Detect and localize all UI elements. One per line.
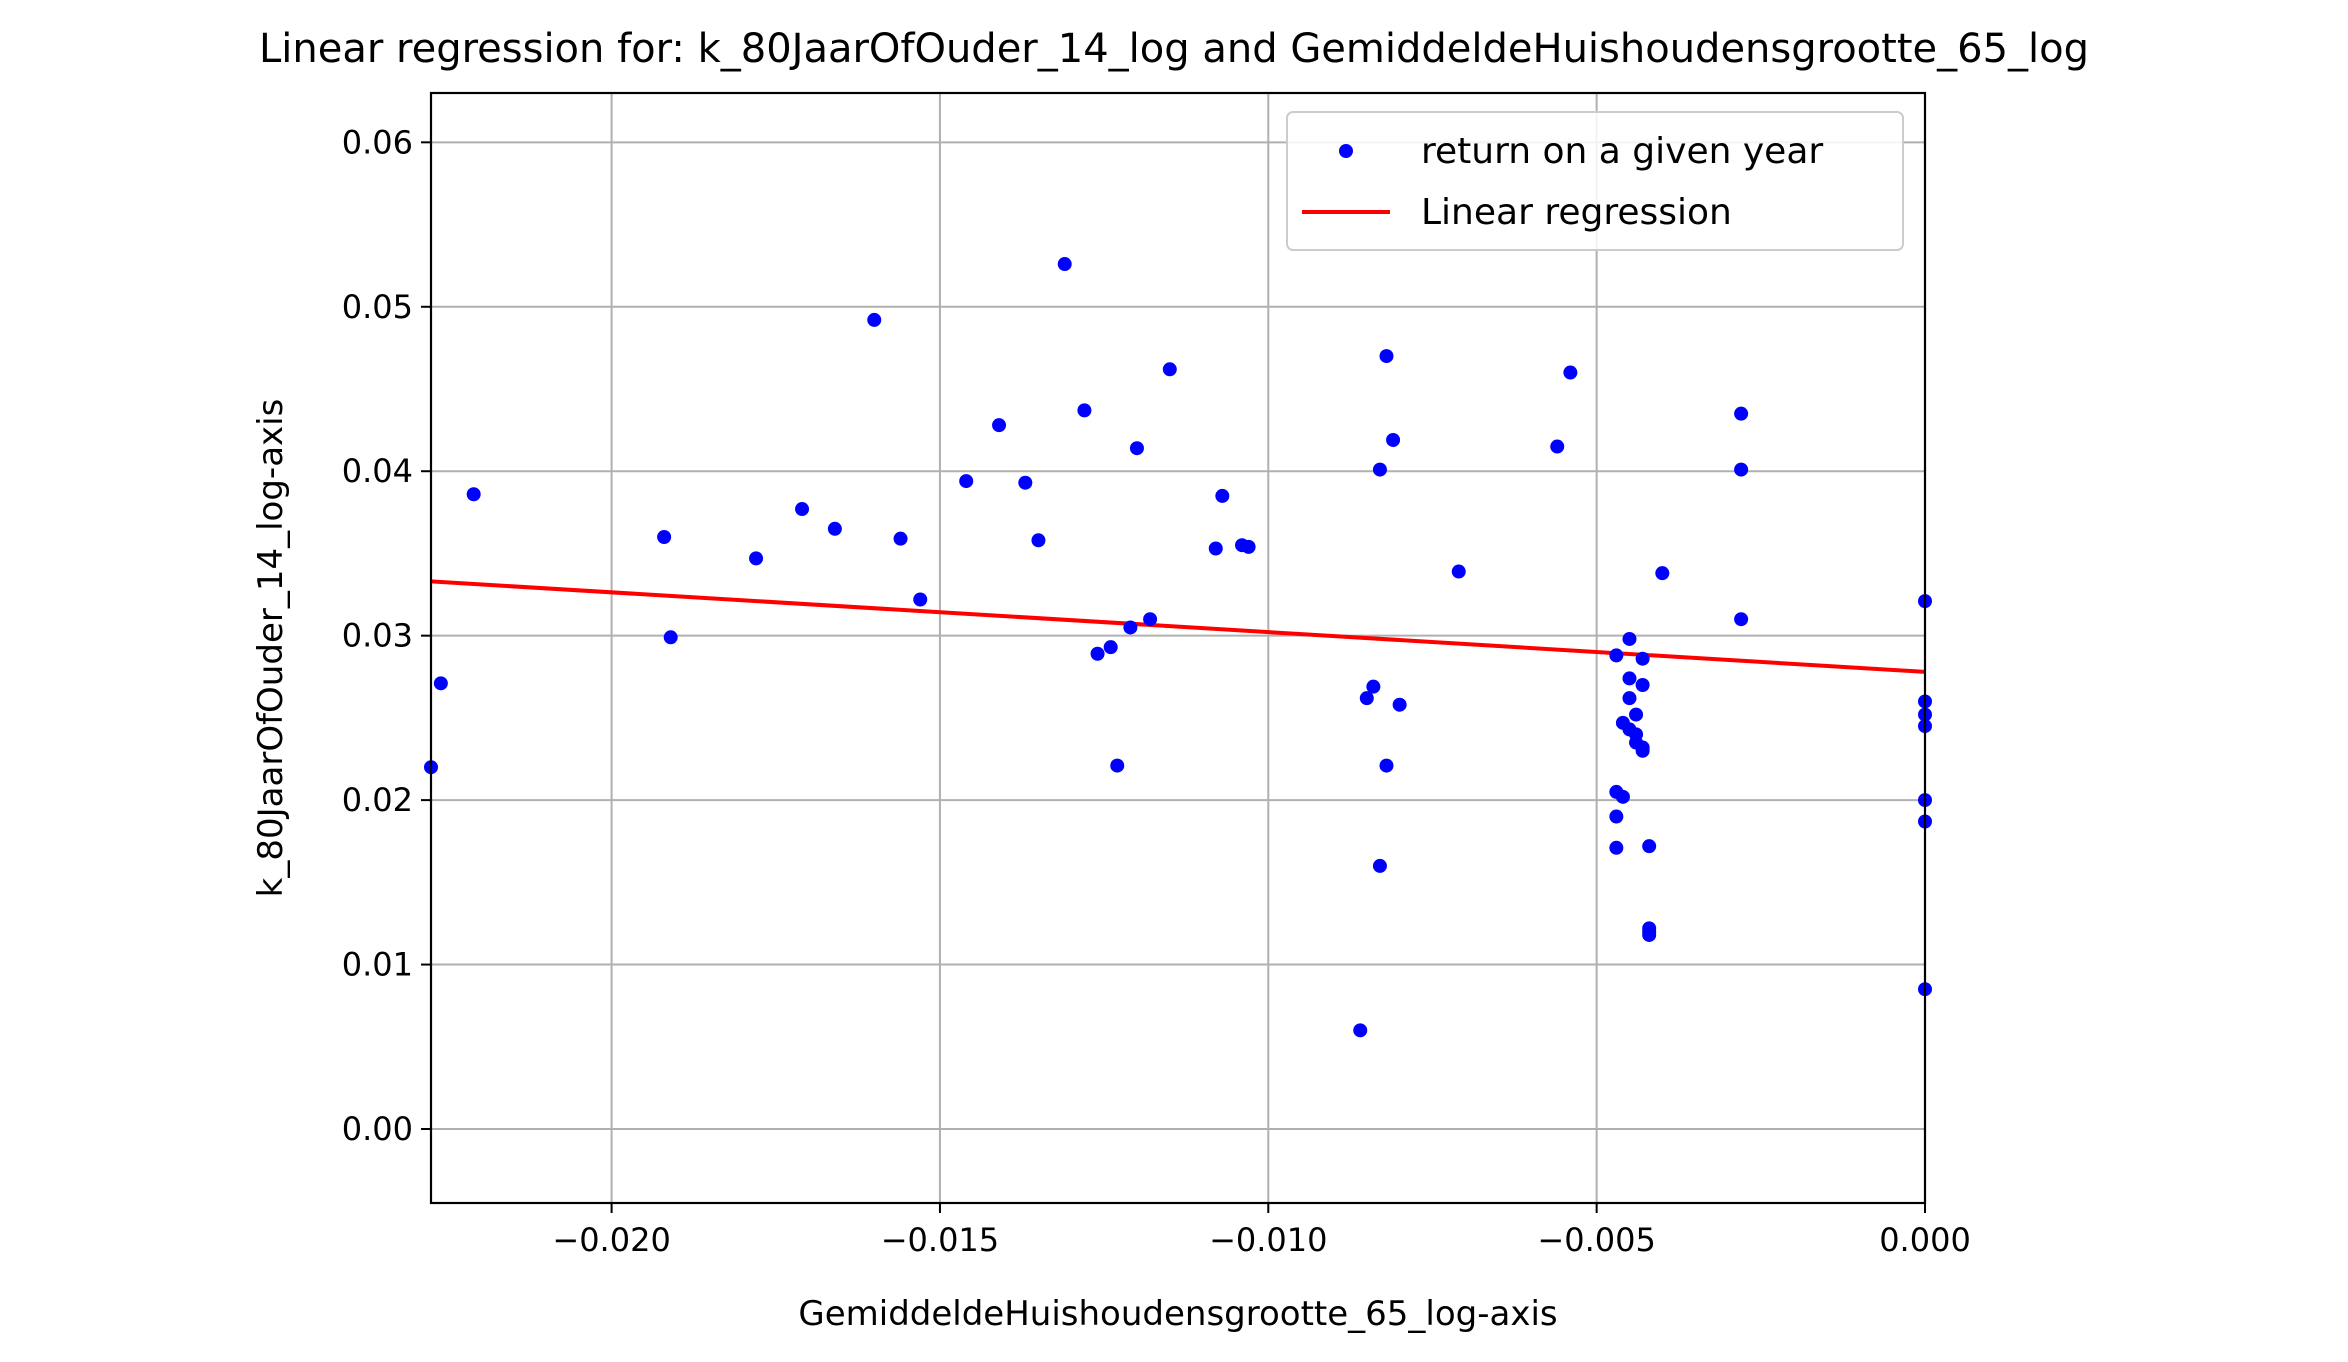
scatter-point [1609, 648, 1624, 663]
scatter-point [1359, 691, 1374, 706]
grid-lines [431, 93, 1926, 1203]
scatter-point [1563, 365, 1578, 380]
scatter-point [1629, 707, 1644, 722]
scatter-point [1635, 651, 1650, 666]
y-axis-label: k_80JaarOfOuder_14_log-axis [251, 399, 291, 898]
x-tick-label: −0.020 [552, 1221, 670, 1259]
scatter-point [1366, 679, 1381, 694]
scatter-point [1241, 539, 1256, 554]
scatter-point [1622, 631, 1637, 646]
scatter-point [795, 502, 810, 517]
scatter-point [1609, 840, 1624, 855]
scatter-point [1622, 671, 1637, 686]
regression-layer [430, 579, 1926, 674]
scatter-point [1018, 475, 1033, 490]
scatter-point [1642, 839, 1657, 854]
scatter-point [827, 521, 842, 536]
scatter-point [1090, 646, 1105, 661]
y-tick-label: 0.01 [342, 946, 413, 984]
axis-ticks: −0.020 −0.015 −0.010 −0.005 0.000 0.00 0.01 0.0… [342, 123, 1971, 1259]
x-tick-label: −0.005 [1537, 1221, 1655, 1259]
x-axis-label: GemiddeldeHuishoudensgrootte_65_log-axis [798, 1294, 1557, 1334]
x-tick-label: −0.015 [881, 1221, 999, 1259]
scatter-point [1031, 533, 1046, 548]
scatter-point [1734, 462, 1749, 477]
legend-label-scatter: return on a given year [1421, 131, 1823, 172]
scatter-point [1642, 924, 1657, 939]
scatter-point [959, 474, 974, 489]
legend: return on a given year Linear regression [1286, 111, 1904, 251]
scatter-point [657, 530, 672, 544]
scatter-point [992, 418, 1007, 433]
chart-title: Linear regression for: k_80JaarOfOuder_1… [259, 26, 2089, 72]
scatter-point [1372, 462, 1387, 477]
scatter-point [1622, 691, 1637, 706]
legend-box [1286, 111, 1904, 251]
scatter-point [1208, 541, 1223, 556]
scatter-point [1057, 257, 1072, 272]
scatter-point [1615, 789, 1630, 804]
scatter-point [663, 630, 678, 645]
scatter-point [1372, 858, 1387, 873]
y-tick-label: 0.02 [342, 781, 413, 819]
x-tick-label: 0.000 [1879, 1221, 1971, 1259]
scatter-point [1123, 620, 1138, 635]
scatter-point [433, 676, 448, 691]
scatter-point [1162, 362, 1177, 377]
scatter-point [1379, 758, 1394, 773]
scatter-point [1734, 612, 1749, 627]
legend-label-line: Linear regression [1421, 192, 1732, 233]
scatter-point [1386, 432, 1401, 447]
scatter-point [1635, 743, 1650, 758]
scatter-point [1379, 349, 1394, 364]
y-tick-label: 0.03 [342, 617, 413, 655]
scatter-point [749, 551, 764, 566]
scatter-point [1143, 612, 1158, 627]
scatter-point [893, 531, 908, 546]
y-tick-label: 0.04 [342, 452, 413, 490]
scatter-point [1353, 1023, 1368, 1038]
plot-area-frame [429, 91, 1927, 1205]
scatter-point [466, 487, 481, 502]
scatter-point [1635, 678, 1650, 692]
x-tick-label: −0.010 [1209, 1221, 1327, 1259]
scatter-point [1734, 406, 1749, 421]
scatter-points [424, 257, 1932, 1038]
y-tick-label: 0.06 [342, 123, 413, 161]
scatter-point [1077, 403, 1092, 418]
regression-line [430, 579, 1926, 674]
scatter-point [1451, 564, 1466, 579]
scatter-point [1609, 809, 1624, 824]
scatter-point [913, 592, 928, 607]
scatter-point [1110, 758, 1125, 773]
scatter-point [1129, 441, 1144, 456]
scatter-point [1629, 727, 1644, 742]
scatter-point [1655, 566, 1670, 581]
scatter-point [1392, 697, 1407, 712]
scatter-point [1550, 439, 1565, 454]
legend-marker-scatter [1339, 144, 1353, 158]
scatter-point [1215, 488, 1230, 503]
y-tick-label: 0.05 [342, 288, 413, 326]
scatter-point [867, 312, 882, 327]
scatter-point [1103, 640, 1118, 655]
y-tick-label: 0.00 [342, 1110, 413, 1148]
